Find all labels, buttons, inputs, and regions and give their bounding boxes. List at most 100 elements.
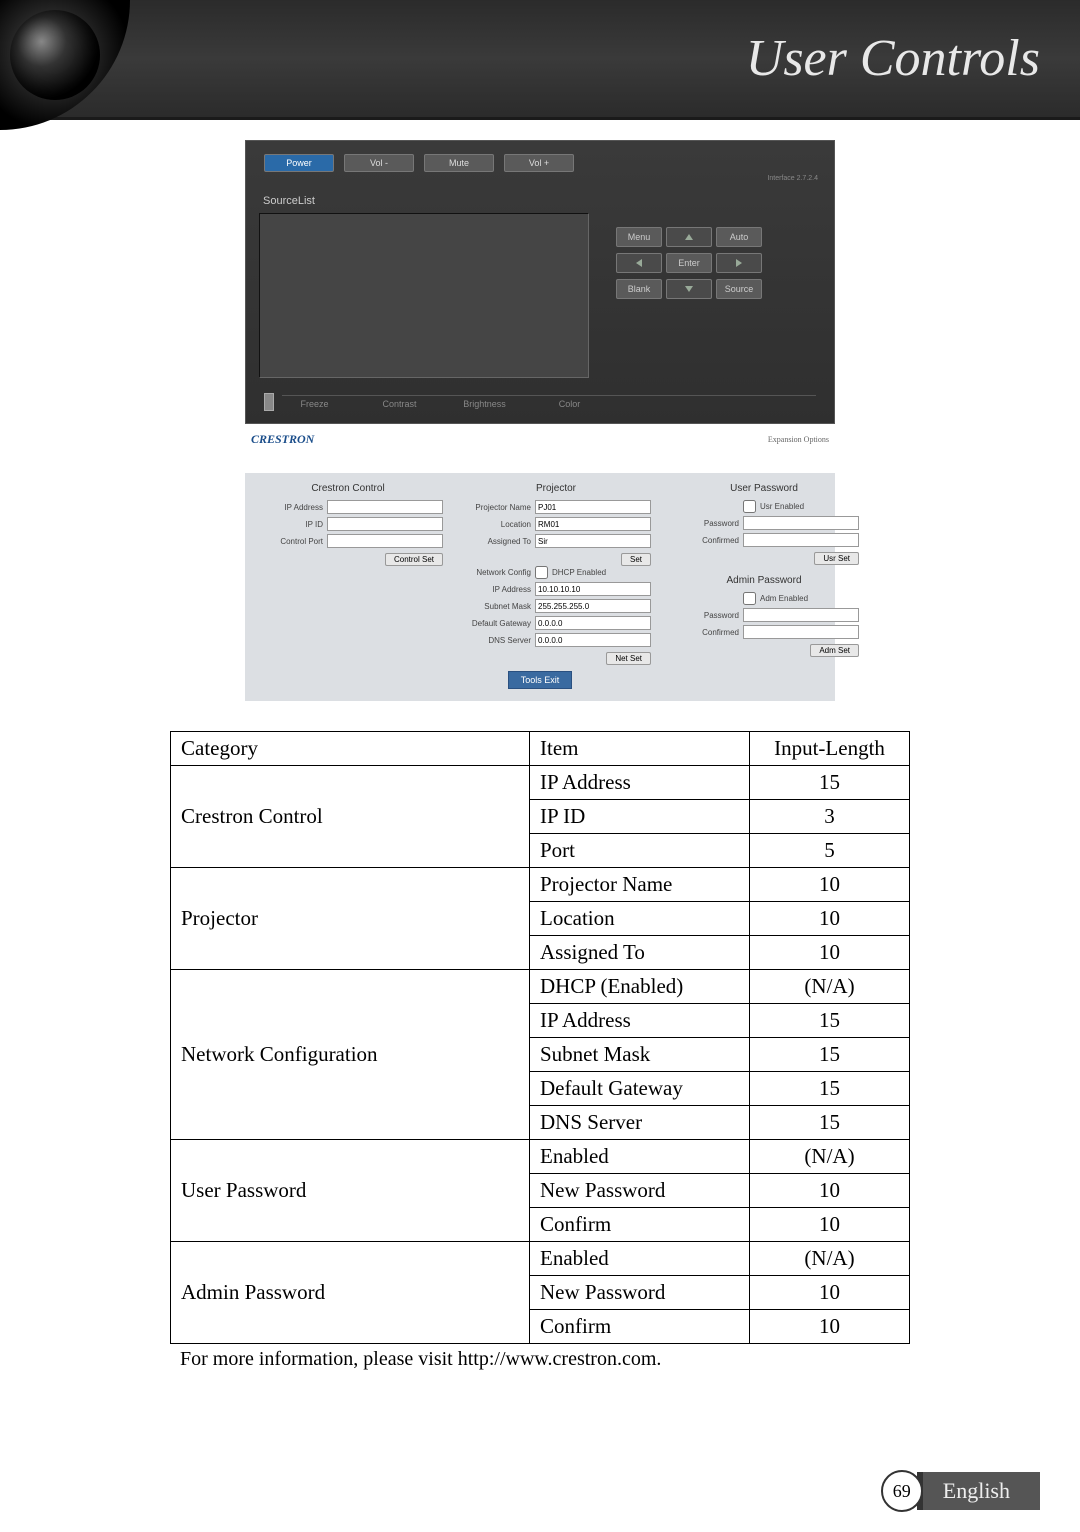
field-label: Control Port — [253, 537, 323, 546]
item-cell: DNS Server — [530, 1106, 750, 1140]
category-cell: User Password — [171, 1140, 530, 1242]
down-arrow-button[interactable] — [666, 279, 712, 299]
item-cell: Enabled — [530, 1140, 750, 1174]
table-row: Crestron ControlIP Address15 — [171, 766, 910, 800]
footnote: For more information, please visit http:… — [170, 1348, 910, 1371]
slider-handle[interactable] — [264, 393, 274, 411]
checkbox[interactable] — [743, 592, 756, 605]
vol-up-button[interactable]: Vol + — [504, 154, 574, 172]
checkbox-label: Usr Enabled — [760, 502, 804, 511]
table-header: Input-Length — [750, 732, 910, 766]
slider-brightness: Brightness — [452, 399, 517, 409]
length-cell: 15 — [750, 766, 910, 800]
settings-col-header: Crestron Control — [253, 483, 443, 494]
lens-graphic — [0, 0, 130, 130]
item-cell: Default Gateway — [530, 1072, 750, 1106]
source-button[interactable]: Source — [716, 279, 762, 299]
slider-row: Freeze Contrast Brightness Color — [254, 383, 826, 415]
length-cell: 15 — [750, 1038, 910, 1072]
sourcelist-box[interactable] — [259, 213, 589, 378]
field-label: Confirmed — [669, 536, 739, 545]
slider-contrast: Contrast — [367, 399, 432, 409]
checkbox[interactable] — [535, 566, 548, 579]
length-cell: (N/A) — [750, 970, 910, 1004]
length-cell: 15 — [750, 1072, 910, 1106]
field-label: Network Config — [461, 568, 531, 577]
power-button[interactable]: Power — [264, 154, 334, 172]
field-label: Password — [669, 519, 739, 528]
network-subnet-mask-input[interactable] — [535, 599, 651, 613]
length-cell: (N/A) — [750, 1242, 910, 1276]
field-label: Subnet Mask — [461, 602, 531, 611]
net-set-button[interactable]: Net Set — [606, 652, 651, 665]
page-footer: 69 English — [881, 1470, 1040, 1512]
settings-col-header: User Password — [669, 483, 859, 494]
projector-assigned-to-input[interactable] — [535, 534, 651, 548]
field-label: IP Address — [253, 503, 323, 512]
blank-button[interactable]: Blank — [616, 279, 662, 299]
checkbox[interactable] — [743, 500, 756, 513]
network-default-gateway-input[interactable] — [535, 616, 651, 630]
length-cell: 3 — [750, 800, 910, 834]
item-cell: New Password — [530, 1174, 750, 1208]
vol-down-button[interactable]: Vol - — [344, 154, 414, 172]
user-pwd-confirmed-input[interactable] — [743, 533, 859, 547]
network-ip-address-input[interactable] — [535, 582, 651, 596]
table-row: Network ConfigurationDHCP (Enabled)(N/A) — [171, 970, 910, 1004]
projector-projector-name-input[interactable] — [535, 500, 651, 514]
slider-freeze: Freeze — [282, 399, 347, 409]
user-pwd-password-input[interactable] — [743, 516, 859, 530]
settings-col-header: Projector — [461, 483, 651, 494]
language-label: English — [917, 1472, 1040, 1510]
item-cell: Location — [530, 902, 750, 936]
up-arrow-button[interactable] — [666, 227, 712, 247]
page-title: User Controls — [746, 29, 1040, 88]
projector-set-button[interactable]: Set — [621, 553, 651, 566]
control-set-button[interactable]: Control Set — [385, 553, 443, 566]
expansion-options-link[interactable]: Expansion Options — [768, 435, 829, 444]
network-dns-server-input[interactable] — [535, 633, 651, 647]
length-cell: (N/A) — [750, 1140, 910, 1174]
tools-exit-button[interactable]: Tools Exit — [508, 671, 573, 689]
field-label: DNS Server — [461, 636, 531, 645]
item-cell: Enabled — [530, 1242, 750, 1276]
crestron-ip-address-input[interactable] — [327, 500, 443, 514]
item-cell: DHCP (Enabled) — [530, 970, 750, 1004]
crestron-control-port-input[interactable] — [327, 534, 443, 548]
item-cell: New Password — [530, 1276, 750, 1310]
projector-location-input[interactable] — [535, 517, 651, 531]
user-set-button[interactable]: Usr Set — [814, 552, 859, 565]
table-row: User PasswordEnabled(N/A) — [171, 1140, 910, 1174]
control-panel-screenshot: Power Vol - Mute Vol + Interface 2.7.2.4… — [245, 140, 835, 455]
admin-pwd-confirmed-input[interactable] — [743, 625, 859, 639]
category-cell: Projector — [171, 868, 530, 970]
item-cell: IP Address — [530, 766, 750, 800]
left-arrow-button[interactable] — [616, 253, 662, 273]
auto-button[interactable]: Auto — [716, 227, 762, 247]
admin-set-button[interactable]: Adm Set — [810, 644, 859, 657]
right-arrow-button[interactable] — [716, 253, 762, 273]
length-cell: 10 — [750, 1208, 910, 1242]
table-header: Item — [530, 732, 750, 766]
category-cell: Crestron Control — [171, 766, 530, 868]
enter-button[interactable]: Enter — [666, 253, 712, 273]
item-cell: Subnet Mask — [530, 1038, 750, 1072]
length-cell: 5 — [750, 834, 910, 868]
table-row: Admin PasswordEnabled(N/A) — [171, 1242, 910, 1276]
table-header: Category — [171, 732, 530, 766]
field-label: Location — [461, 520, 531, 529]
length-cell: 10 — [750, 902, 910, 936]
table-row: ProjectorProjector Name10 — [171, 868, 910, 902]
field-label: Confirmed — [669, 628, 739, 637]
header-band: User Controls — [0, 0, 1080, 120]
crestron-ip-id-input[interactable] — [327, 517, 443, 531]
item-cell: Port — [530, 834, 750, 868]
input-length-table: CategoryItemInput-Length Crestron Contro… — [170, 731, 910, 1344]
item-cell: Confirm — [530, 1310, 750, 1344]
mute-button[interactable]: Mute — [424, 154, 494, 172]
admin-pwd-password-input[interactable] — [743, 608, 859, 622]
menu-button[interactable]: Menu — [616, 227, 662, 247]
category-cell: Admin Password — [171, 1242, 530, 1344]
crestron-logo: CRESTRON — [251, 432, 314, 447]
length-cell: 15 — [750, 1106, 910, 1140]
